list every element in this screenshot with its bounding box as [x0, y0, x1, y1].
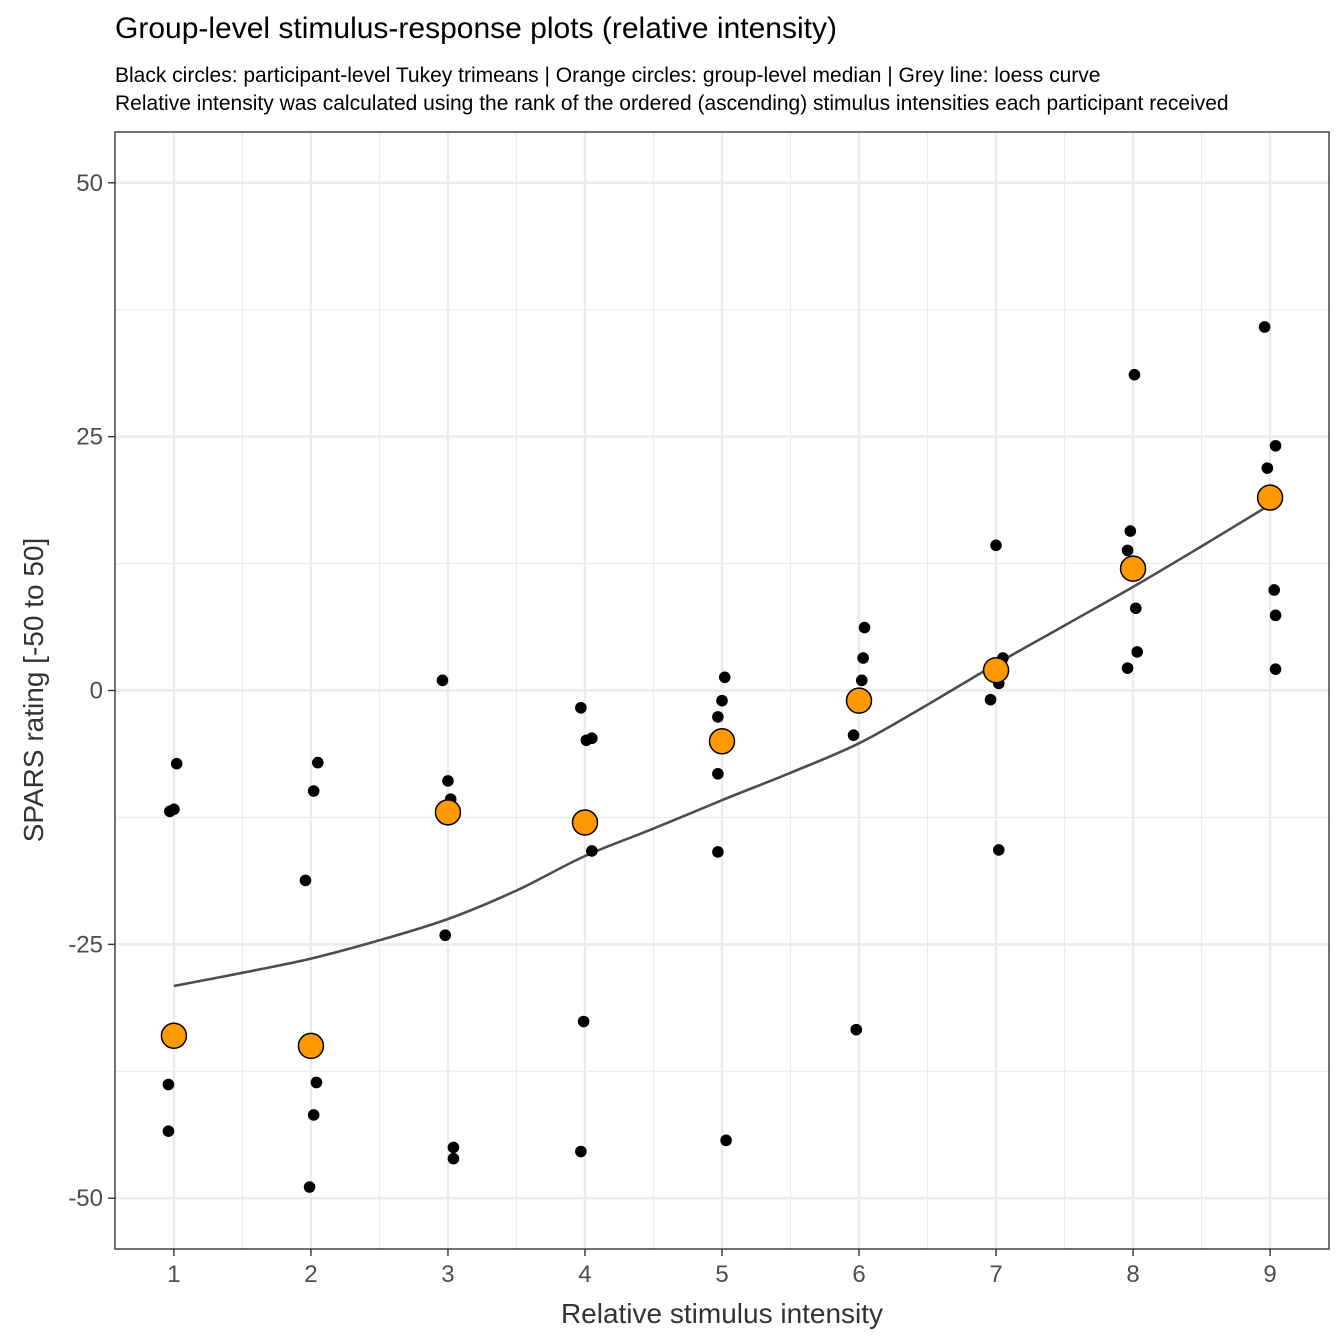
- participant-point: [1269, 609, 1282, 622]
- x-axis-title: Relative stimulus intensity: [561, 1298, 883, 1329]
- participant-point: [575, 701, 587, 714]
- participant-point: [857, 652, 869, 664]
- participant-point: [170, 757, 183, 770]
- participant-point: [1268, 584, 1280, 596]
- group-median-point: [845, 687, 873, 714]
- x-tick-label: 6: [852, 1261, 865, 1288]
- participant-point: [858, 621, 871, 634]
- y-tick-label: 25: [76, 424, 103, 451]
- group-median-point: [708, 728, 736, 755]
- x-tick-label: 8: [1126, 1261, 1139, 1288]
- participant-point: [577, 1015, 590, 1028]
- participant-point: [712, 711, 724, 723]
- participant-point: [1121, 662, 1134, 674]
- participant-point: [311, 756, 324, 769]
- participant-point: [1261, 462, 1274, 474]
- chart-subtitle-line-1: Black circles: participant-level Tukey t…: [115, 64, 1101, 87]
- participant-point: [299, 874, 312, 887]
- group-median-point: [434, 799, 462, 826]
- group-median-point: [1119, 555, 1147, 582]
- group-median-point: [571, 809, 599, 836]
- x-tick-label: 9: [1263, 1261, 1276, 1288]
- y-tick-label: -25: [68, 931, 103, 958]
- chart-subtitle-line-2: Relative intensity was calculated using …: [115, 92, 1229, 115]
- grid-lines: [115, 132, 1329, 1249]
- x-axis: 1 2 3 4 5 6 7 8 9: [167, 1249, 1277, 1288]
- participant-point: [1269, 439, 1282, 452]
- participant-point: [162, 1125, 175, 1138]
- y-tick-label: 50: [76, 170, 103, 197]
- y-axis: -50 -25 0 25 50: [68, 170, 115, 1212]
- group-median-point: [982, 656, 1010, 684]
- group-median-point: [1256, 484, 1284, 511]
- group-median-point: [297, 1032, 325, 1060]
- chart-title: Group-level stimulus-response plots (rel…: [115, 12, 837, 45]
- participant-points: [162, 321, 1282, 1193]
- participant-point: [303, 1181, 316, 1193]
- participant-point: [712, 846, 724, 858]
- participant-point: [586, 732, 598, 745]
- participant-point: [447, 1141, 460, 1154]
- participant-point: [436, 674, 449, 687]
- participant-point: [992, 844, 1005, 856]
- participant-point: [855, 674, 868, 687]
- participant-point: [307, 785, 320, 797]
- participant-point: [716, 694, 728, 707]
- participant-point: [850, 1023, 863, 1036]
- participant-point: [586, 845, 598, 857]
- participant-point: [1128, 368, 1141, 381]
- y-axis-title: SPARS rating [-50 to 50]: [18, 538, 49, 843]
- participant-point: [1269, 663, 1282, 675]
- participant-point: [439, 929, 452, 942]
- participant-point: [442, 775, 454, 787]
- participant-point: [718, 671, 731, 684]
- participant-point: [1258, 321, 1271, 333]
- participant-point: [712, 767, 724, 780]
- participant-point: [1130, 602, 1142, 615]
- x-tick-label: 2: [304, 1261, 317, 1288]
- x-tick-label: 3: [441, 1261, 454, 1288]
- participant-point: [1121, 544, 1134, 557]
- participant-point: [447, 1152, 460, 1165]
- participant-point: [984, 693, 997, 706]
- participant-point: [307, 1109, 320, 1121]
- y-tick-label: -50: [68, 1185, 103, 1212]
- y-tick-label: 0: [90, 678, 103, 705]
- participant-point: [1131, 646, 1143, 658]
- group-median-points: [160, 484, 1284, 1060]
- group-median-point: [160, 1022, 188, 1050]
- participant-point: [310, 1076, 323, 1089]
- x-tick-label: 1: [167, 1261, 180, 1288]
- participant-point: [847, 729, 860, 741]
- x-tick-label: 5: [715, 1261, 728, 1288]
- participant-point: [990, 539, 1002, 552]
- participant-point: [575, 1145, 587, 1158]
- x-tick-label: 7: [989, 1261, 1002, 1288]
- participant-point: [720, 1134, 732, 1147]
- participant-point: [168, 803, 180, 816]
- participant-point: [1124, 525, 1137, 537]
- loess-curve: [173, 503, 1271, 988]
- x-tick-label: 4: [578, 1261, 591, 1288]
- participant-point: [162, 1078, 175, 1091]
